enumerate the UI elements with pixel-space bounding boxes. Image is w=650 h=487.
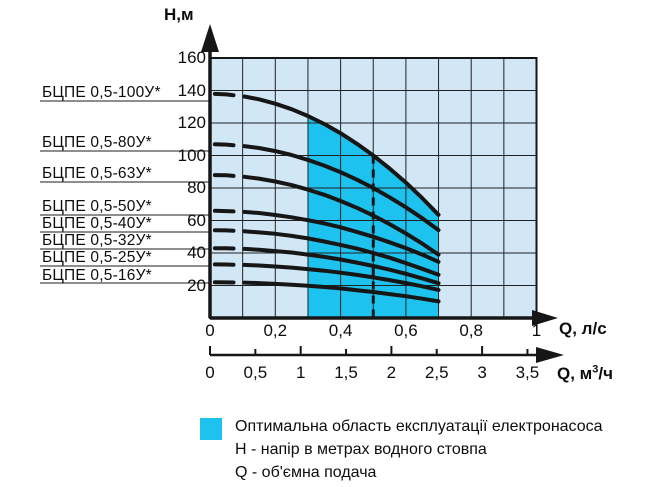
legend: Оптимальна область експлуатації електрон… [200, 415, 640, 487]
pump-curve-start-dash [212, 91, 236, 98]
x2-tick-label: 0,5 [243, 363, 268, 382]
legend-text-block: Оптимальна область експлуатації електрон… [235, 415, 640, 485]
x-axis-m3h-title-sup: 3 [592, 363, 599, 376]
x1-tick-label: 0,4 [328, 321, 353, 340]
x-axis-m3h-arrow [536, 347, 564, 363]
x1-tick-label: 0 [205, 321, 215, 340]
pump-curve [242, 94, 441, 217]
pump-curve [242, 229, 441, 277]
pump-curve [242, 280, 441, 304]
x1-tick-label: 0,2 [263, 321, 288, 340]
pump-curve [242, 144, 441, 233]
x-axis-ls-title: Q, л/с [559, 319, 607, 338]
y-tick-label: 20 [187, 275, 206, 295]
y-tick-label: 160 [177, 48, 206, 67]
x1-tick-label: 0,8 [459, 321, 483, 340]
pump-curve [242, 246, 441, 286]
pump-model-label: БЦПЕ 0,5-50У* [42, 198, 152, 215]
x2-tick-label: 2,5 [424, 363, 449, 382]
legend-h-definition: Н - напір в метрах водного стовпа [235, 441, 487, 459]
y-tick-label: 100 [177, 145, 206, 165]
y-tick-label: 120 [177, 113, 206, 132]
x-axis-m3h-title-suffix: /ч [598, 364, 613, 383]
y-axis-arrow [201, 24, 219, 52]
pump-model-label: БЦПЕ 0,5-25У* [42, 249, 152, 266]
pump-curve-start-dash [212, 142, 236, 148]
pump-model-label: БЦПЕ 0,5-40У* [42, 215, 152, 232]
x2-tick-label: 2 [386, 363, 397, 382]
pump-model-label: БЦПЕ 0,5-80У* [42, 134, 152, 151]
y-tick-label: 60 [187, 210, 206, 230]
x2-tick-label: 3,5 [515, 363, 540, 382]
y-tick-label: 140 [177, 80, 206, 100]
pump-model-label: БЦПЕ 0,5-32У* [42, 232, 152, 249]
pump-curve [242, 262, 441, 292]
pump-curve [242, 174, 441, 257]
x1-tick-label: 1 [531, 321, 542, 340]
pump-curve-start-dash [212, 208, 236, 214]
x-axis-m3h-title: Q, м3/ч [557, 364, 613, 384]
y-tick-label: 80 [187, 178, 206, 197]
pump-model-label: БЦПЕ 0,5-100У* [42, 84, 161, 101]
y-tick-label: 40 [187, 243, 206, 262]
x2-tick-label: 1 [295, 363, 306, 382]
pump-curve [242, 209, 441, 264]
x2-tick-label: 3 [477, 363, 487, 382]
x-axis-ls-arrow [532, 310, 558, 326]
x1-tick-label: 0,6 [394, 321, 418, 340]
x2-tick-label: 1,5 [334, 363, 358, 382]
pump-model-label: БЦПЕ 0,5-16У* [42, 267, 152, 284]
y-axis-title: Н,м [164, 5, 194, 24]
pump-curve-start-dash [212, 228, 236, 233]
x2-tick-label: 0 [205, 363, 215, 382]
legend-q-definition: Q - об'ємна подача [235, 464, 377, 482]
pump-model-label: БЦПЕ 0,5-63У* [42, 165, 152, 182]
optimal-region-swatch [200, 418, 222, 440]
legend-optimal-label: Оптимальна область експлуатації електрон… [235, 418, 603, 435]
x-axis-m3h-title-prefix: Q, м [557, 364, 593, 383]
pump-curve-start-dash [212, 173, 236, 178]
